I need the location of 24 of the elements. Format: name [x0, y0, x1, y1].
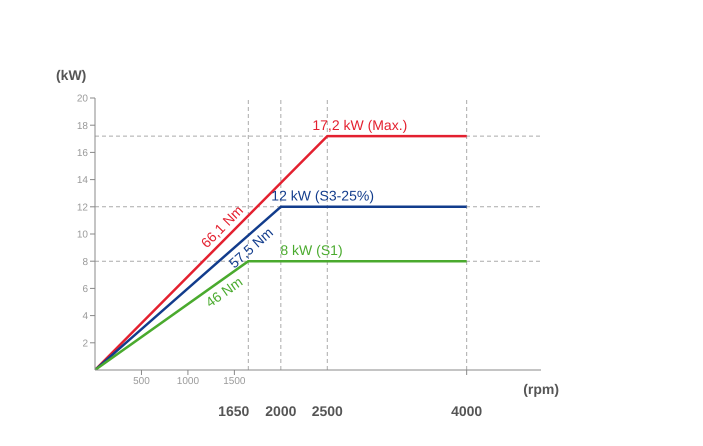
y-tick-label: 10 [76, 230, 88, 241]
annotation: 8 kW (S1) [280, 242, 343, 258]
y-tick-label: 14 [76, 175, 88, 186]
ref-line-label: 2500 [312, 403, 344, 419]
y-tick-label: 8 [82, 256, 88, 268]
ref-line-label: 1650 [218, 403, 250, 419]
annotation: 12 kW (S3-25%) [271, 188, 374, 204]
y-tick-label: 2 [82, 338, 88, 350]
annotation: 46 Nm [202, 273, 246, 310]
x-tick-label: 1500 [223, 376, 246, 388]
y-tick-label: 20 [76, 94, 88, 105]
y-tick-label: 12 [76, 202, 88, 214]
y-tick-label: 16 [76, 148, 88, 159]
y-tick-label: 4 [82, 311, 88, 322]
y-tick-label: 6 [82, 284, 88, 295]
ref-line-label: 4000 [451, 403, 482, 419]
ref-line-label: 2000 [265, 403, 297, 419]
y-tick-label: 18 [76, 120, 88, 132]
annotation: 17,2 kW (Max.) [312, 116, 408, 133]
x-axis-title: (rpm) [523, 381, 559, 397]
x-tick-label: 1000 [176, 376, 200, 388]
y-axis-title: (kW) [56, 67, 86, 83]
annotation: 57,5 Nm [226, 224, 276, 272]
x-tick-label: 500 [133, 376, 150, 388]
